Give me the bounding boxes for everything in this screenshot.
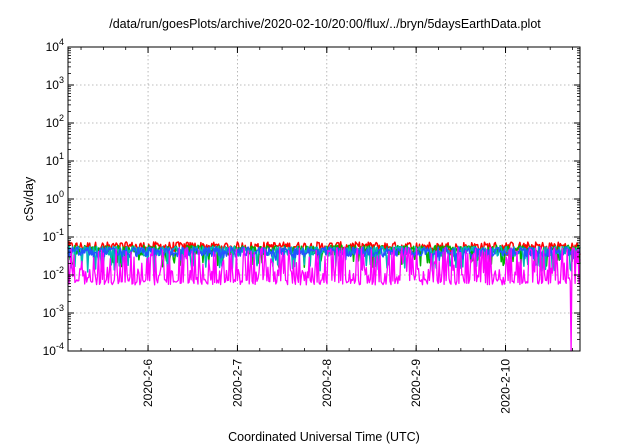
y-tick-label: 10-4 xyxy=(43,341,64,358)
x-tick-label: 2020-2-6 xyxy=(141,359,155,407)
plot-frame xyxy=(67,46,581,352)
x-tick-label-group: 2020-2-8 xyxy=(320,359,334,407)
y-tick-label: 104 xyxy=(46,37,64,54)
x-tick-label-group: 2020-2-9 xyxy=(409,359,423,407)
x-tick-label-group: 2020-2-10 xyxy=(499,359,513,414)
y-tick-label: 103 xyxy=(46,75,64,92)
y-tick-label: 102 xyxy=(46,113,64,130)
axes: 10-4 10-3 10-2 10-1 100 101 102 103 104 2020-2-6 2… xyxy=(43,37,580,414)
x-tick-label-group: 2020-2-7 xyxy=(230,359,244,407)
series-line-5 xyxy=(67,246,581,352)
y-axis-label: cSv/day xyxy=(22,176,36,221)
x-tick-label: 2020-2-9 xyxy=(409,359,423,407)
x-tick-label: 2020-2-10 xyxy=(499,359,513,414)
x-axis-label: Coordinated Universal Time (UTC) xyxy=(228,430,420,444)
y-tick-label: 100 xyxy=(46,189,64,206)
x-tick-label: 2020-2-7 xyxy=(230,359,244,407)
x-tick-label: 2020-2-8 xyxy=(320,359,334,407)
x-tick-label-group: 2020-2-6 xyxy=(141,359,155,407)
y-tick-label: 10-2 xyxy=(43,265,64,282)
chart-title: /data/run/goesPlots/archive/2020-02-10/2… xyxy=(109,17,541,31)
series-lines xyxy=(67,241,581,352)
y-tick-label: 101 xyxy=(46,151,64,168)
grid-lines xyxy=(68,47,580,351)
y-tick-label: 10-1 xyxy=(43,227,64,244)
y-tick-label: 10-3 xyxy=(43,303,64,320)
